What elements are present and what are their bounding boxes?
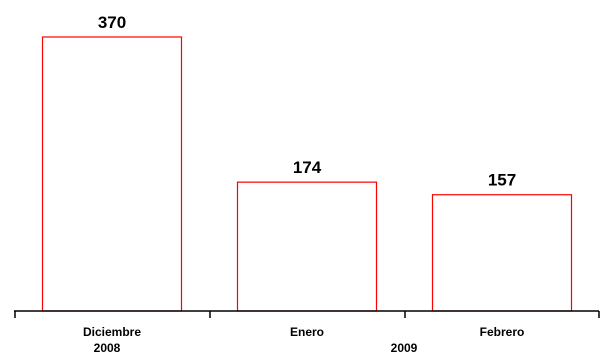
bars-layer — [41, 36, 573, 312]
group-label-2008: 2008 — [94, 341, 121, 355]
category-label-febrero: Febrero — [480, 325, 525, 339]
bar-febrero — [431, 194, 573, 312]
category-label-diciembre: Diciembre — [83, 325, 141, 339]
value-label-febrero: 157 — [488, 171, 516, 190]
value-label-diciembre: 370 — [98, 13, 126, 32]
x-axis-ticks — [14, 311, 600, 318]
bar-diciembre — [41, 36, 183, 312]
category-labels-layer: Diciembre Enero Febrero — [83, 325, 524, 339]
value-labels-layer: 370 174 157 — [98, 13, 516, 190]
value-label-enero: 174 — [293, 158, 322, 177]
bar-enero — [236, 181, 378, 312]
group-label-2009: 2009 — [391, 341, 418, 355]
group-labels-layer: 2008 2009 — [94, 341, 418, 355]
category-label-enero: Enero — [290, 325, 324, 339]
